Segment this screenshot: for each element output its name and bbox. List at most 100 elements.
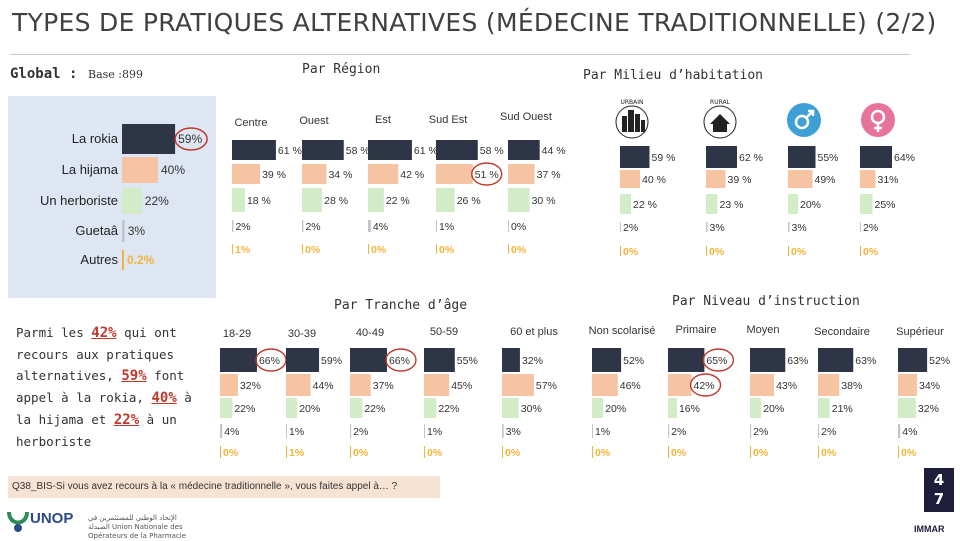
female-icon: [861, 103, 895, 137]
region-bar: [508, 164, 535, 184]
region-bar: [302, 140, 344, 160]
instruction-value-label: 63%: [855, 355, 876, 367]
region-value-label: 44 %: [542, 145, 566, 157]
age-bar: [424, 374, 450, 396]
age-group-label: 60 et plus: [510, 326, 558, 338]
region-group-label: Sud Ouest: [500, 111, 552, 123]
age-bar: [350, 446, 351, 458]
milieu-value-label: 20%: [800, 199, 821, 211]
milieu-bar: [788, 194, 798, 214]
milieu-value-label: 59 %: [652, 152, 676, 164]
page-number-badge: 4 7: [924, 468, 954, 512]
region-bar: [232, 140, 276, 160]
instruction-bar: [668, 446, 669, 458]
milieu-bar: [620, 170, 640, 188]
instruction-bar: [592, 398, 604, 418]
milieu-value-label: 64%: [894, 152, 915, 164]
summary-mid-1: qui ont recours aux pratiques alternativ…: [16, 325, 177, 383]
summary-text: Parmi les 42% qui ont recours aux pratiq…: [16, 322, 198, 452]
instruction-value-label: 1%: [595, 426, 610, 438]
instruction-group-label: Non scolarisé: [589, 325, 656, 337]
instruction-value-label: 46%: [620, 380, 641, 392]
milieu-bar: [788, 170, 813, 188]
region-bar: [302, 244, 303, 254]
instruction-bar: [668, 424, 670, 438]
age-value-label: 0%: [427, 447, 443, 459]
age-value-label: 4%: [224, 426, 239, 438]
milieu-bar: [620, 222, 621, 232]
age-bar: [350, 424, 352, 438]
age-header: Par Tranche d’âge: [334, 298, 468, 313]
milieu-bar: [860, 222, 861, 232]
region-value-label: 1%: [439, 221, 454, 233]
region-value-label: 58 %: [480, 145, 504, 157]
age-highlight-circle: [255, 348, 287, 372]
base-label: Base :899: [88, 68, 143, 81]
milieu-bar: [620, 194, 631, 214]
age-value-label: 1%: [289, 426, 304, 438]
summary-suffix: à un herboriste: [16, 412, 177, 449]
instruction-value-label: 38%: [841, 380, 862, 392]
region-value-label: 2%: [305, 221, 320, 233]
region-value-label: 30 %: [532, 195, 556, 207]
region-bar: [302, 188, 323, 212]
instruction-value-label: 4%: [902, 426, 917, 438]
region-value-label: 37 %: [537, 169, 561, 181]
male-icon: [787, 103, 821, 137]
region-bar: [508, 244, 509, 254]
age-value-label: 44%: [313, 380, 334, 392]
region-value-label: 34 %: [328, 169, 352, 181]
age-bar: [220, 348, 257, 372]
instruction-bar: [750, 398, 762, 418]
milieu-bar: [788, 222, 790, 232]
region-bar: [436, 220, 437, 232]
region-bar: [508, 140, 540, 160]
instruction-group-label: Secondaire: [814, 326, 870, 338]
global-bar: [122, 124, 176, 154]
age-bar: [424, 348, 455, 372]
summary-value-hijama: 40%: [151, 390, 177, 406]
region-bar: [368, 164, 399, 184]
milieu-value-label: 40 %: [642, 174, 666, 186]
milieu-bar: [788, 246, 789, 256]
region-value-label: 28 %: [324, 195, 348, 207]
region-bar: [436, 188, 455, 212]
milieu-bar: [706, 194, 718, 214]
instruction-value-label: 16%: [679, 403, 700, 415]
milieu-bar: [706, 146, 737, 168]
age-value-label: 59%: [321, 355, 342, 367]
instruction-value-label: 0%: [753, 447, 769, 459]
summary-value-rokia: 59%: [121, 368, 147, 384]
milieu-bar: [860, 194, 873, 214]
instruction-value-label: 2%: [753, 426, 768, 438]
instruction-bar: [592, 424, 593, 438]
region-bar: [232, 220, 234, 232]
region-bar: [436, 140, 478, 160]
global-category-label: La rokia: [72, 131, 119, 146]
age-group-label: 50-59: [430, 326, 458, 338]
milieu-value-label: 3%: [792, 222, 807, 234]
global-bar: [122, 220, 125, 242]
age-bar: [286, 348, 320, 372]
region-value-label: 58 %: [346, 145, 370, 157]
milieu-value-label: 23 %: [720, 199, 744, 211]
milieu-bar: [706, 222, 708, 232]
title-divider: [10, 54, 910, 55]
global-bar: [122, 250, 124, 270]
region-value-label: 2%: [235, 221, 250, 233]
global-value-label: 0.2%: [127, 253, 155, 267]
instruction-bar: [750, 446, 751, 458]
age-value-label: 32%: [522, 355, 543, 367]
region-bar: [508, 220, 509, 232]
summary-mid-3: à la hijama et: [16, 390, 192, 427]
region-value-label: 39 %: [262, 169, 286, 181]
instruction-bar: [668, 348, 705, 372]
age-value-label: 55%: [457, 355, 478, 367]
age-bar: [286, 446, 287, 458]
age-value-label: 0%: [223, 447, 239, 459]
instruction-bar: [668, 374, 692, 396]
age-bar: [220, 398, 233, 418]
region-bar: [508, 188, 530, 212]
milieu-value-label: 0%: [791, 246, 807, 258]
milieu-bar: [860, 170, 876, 188]
